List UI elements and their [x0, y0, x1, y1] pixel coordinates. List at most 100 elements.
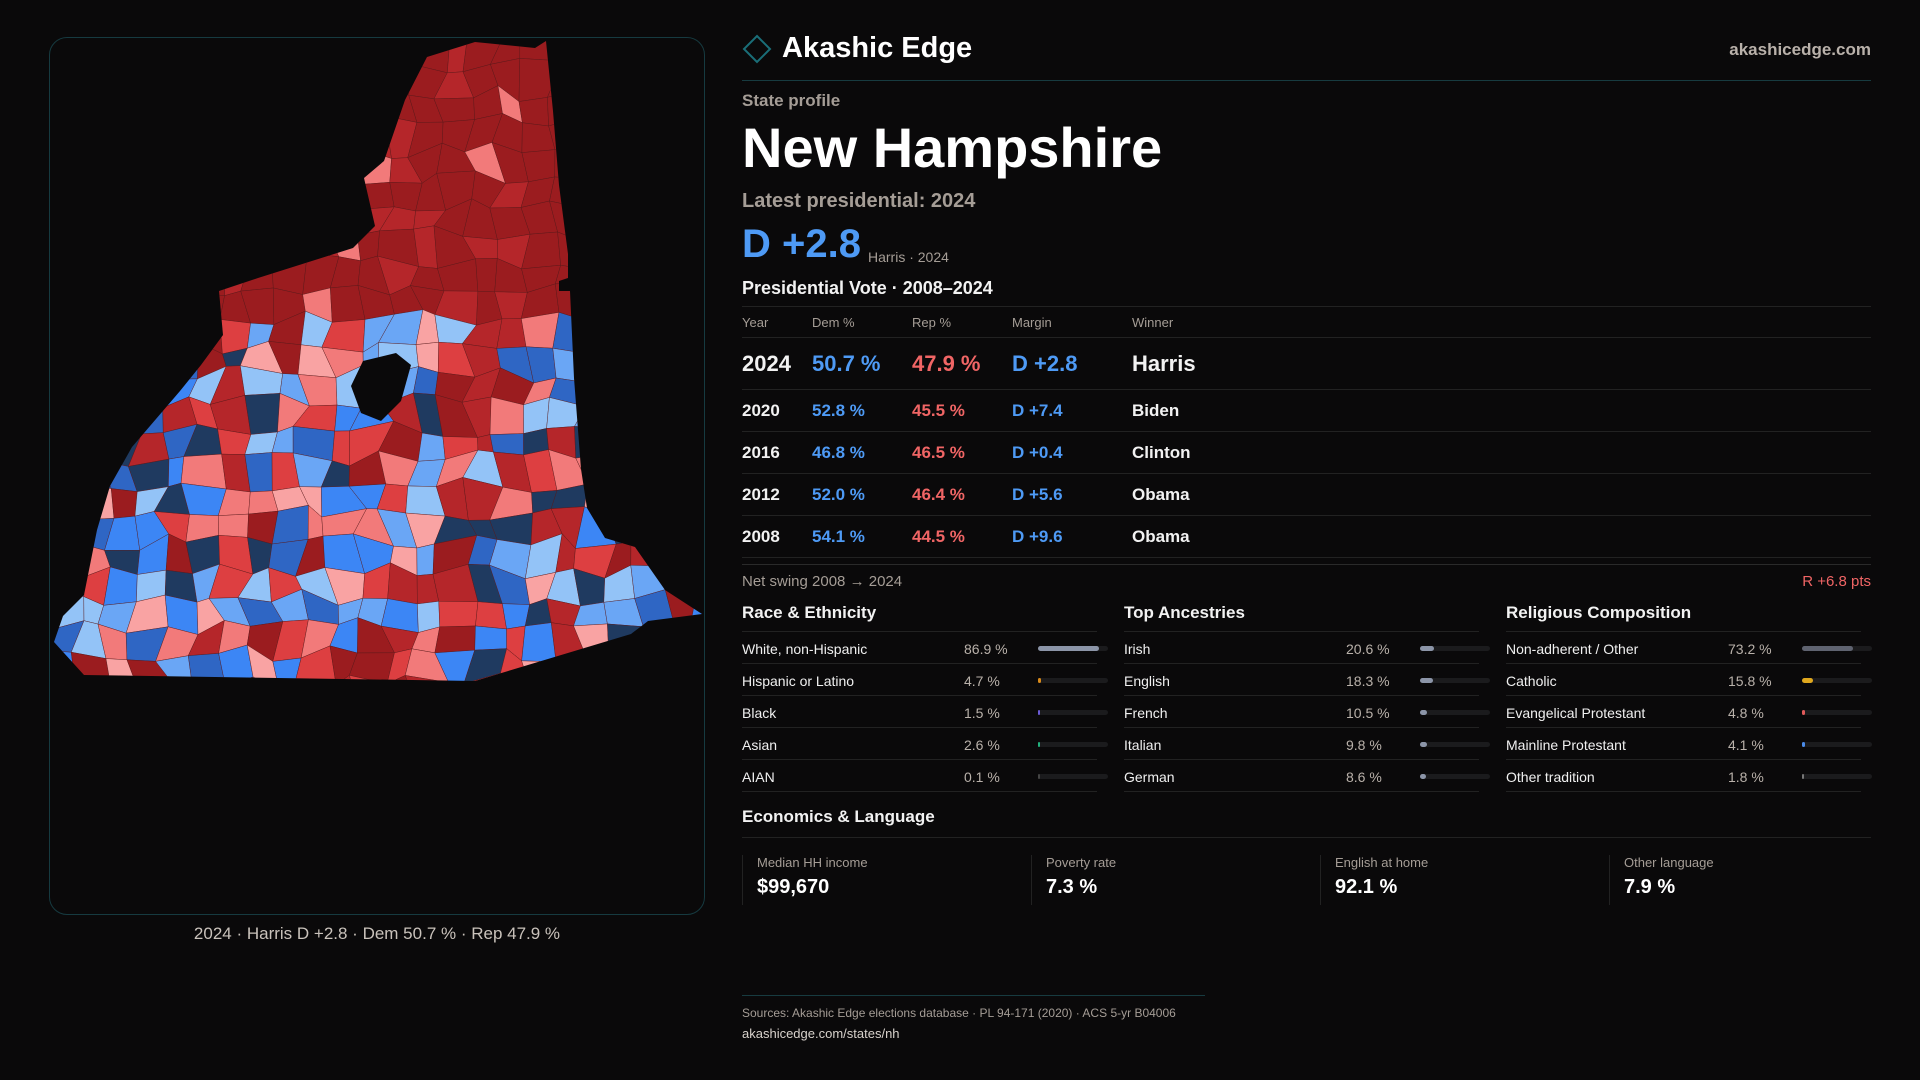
- town-shape[interactable]: [54, 143, 82, 184]
- town-shape[interactable]: [665, 374, 696, 401]
- town-shape[interactable]: [101, 884, 139, 911]
- town-shape[interactable]: [104, 61, 138, 95]
- town-shape[interactable]: [689, 91, 705, 126]
- town-shape[interactable]: [126, 118, 165, 159]
- town-shape[interactable]: [353, 734, 393, 773]
- town-shape[interactable]: [607, 397, 637, 427]
- town-shape[interactable]: [135, 676, 168, 715]
- town-shape[interactable]: [692, 366, 705, 410]
- town-shape[interactable]: [577, 117, 614, 147]
- town-shape[interactable]: [492, 705, 526, 745]
- town-shape[interactable]: [69, 142, 104, 180]
- town-shape[interactable]: [696, 505, 705, 538]
- town-shape[interactable]: [607, 420, 639, 461]
- town-shape[interactable]: [74, 849, 111, 884]
- town-shape[interactable]: [406, 816, 450, 856]
- town-shape[interactable]: [327, 115, 358, 149]
- town-shape[interactable]: [518, 873, 553, 911]
- town-shape[interactable]: [496, 318, 527, 349]
- town-shape[interactable]: [357, 230, 380, 261]
- town-shape[interactable]: [553, 906, 588, 915]
- town-shape[interactable]: [330, 674, 361, 712]
- town-shape[interactable]: [631, 734, 672, 774]
- town-shape[interactable]: [293, 645, 337, 686]
- town-shape[interactable]: [526, 735, 551, 774]
- town-shape[interactable]: [50, 317, 80, 350]
- town-shape[interactable]: [554, 142, 592, 180]
- town-shape[interactable]: [666, 38, 702, 74]
- town-shape[interactable]: [663, 400, 700, 437]
- town-shape[interactable]: [582, 816, 616, 859]
- town-shape[interactable]: [356, 899, 392, 915]
- town-shape[interactable]: [103, 791, 138, 825]
- town-shape[interactable]: [125, 852, 160, 884]
- town-shape[interactable]: [180, 453, 227, 490]
- town-shape[interactable]: [577, 85, 618, 121]
- town-shape[interactable]: [606, 267, 645, 293]
- town-shape[interactable]: [632, 760, 672, 788]
- town-shape[interactable]: [50, 59, 81, 90]
- town-shape[interactable]: [301, 122, 336, 156]
- town-shape[interactable]: [608, 876, 646, 910]
- town-shape[interactable]: [182, 788, 224, 817]
- town-shape[interactable]: [692, 38, 705, 74]
- town-shape[interactable]: [136, 798, 168, 827]
- town-shape[interactable]: [301, 38, 339, 70]
- town-shape[interactable]: [71, 449, 112, 489]
- town-shape[interactable]: [108, 337, 137, 379]
- town-shape[interactable]: [665, 734, 702, 765]
- town-shape[interactable]: [664, 318, 697, 349]
- town-shape[interactable]: [240, 785, 269, 828]
- town-shape[interactable]: [246, 706, 278, 743]
- town-shape[interactable]: [691, 255, 705, 284]
- town-shape[interactable]: [617, 451, 639, 485]
- town-shape[interactable]: [327, 170, 356, 211]
- town-shape[interactable]: [98, 140, 135, 179]
- town-shape[interactable]: [663, 172, 700, 210]
- town-shape[interactable]: [637, 619, 674, 657]
- town-shape[interactable]: [666, 688, 697, 708]
- town-shape[interactable]: [212, 116, 254, 154]
- town-shape[interactable]: [548, 799, 583, 829]
- town-shape[interactable]: [641, 227, 672, 271]
- town-shape[interactable]: [663, 283, 697, 322]
- town-shape[interactable]: [696, 428, 705, 463]
- town-shape[interactable]: [98, 118, 139, 144]
- town-shape[interactable]: [101, 909, 133, 915]
- town-shape[interactable]: [410, 39, 450, 74]
- town-shape[interactable]: [406, 854, 450, 887]
- town-shape[interactable]: [300, 765, 334, 798]
- town-shape[interactable]: [76, 284, 99, 325]
- town-shape[interactable]: [74, 680, 112, 711]
- town-shape[interactable]: [104, 849, 139, 884]
- town-shape[interactable]: [547, 733, 583, 772]
- town-shape[interactable]: [50, 900, 85, 915]
- town-shape[interactable]: [548, 769, 584, 802]
- town-shape[interactable]: [75, 437, 103, 462]
- town-shape[interactable]: [664, 341, 694, 383]
- town-shape[interactable]: [349, 115, 392, 159]
- town-shape[interactable]: [581, 242, 616, 269]
- town-shape[interactable]: [576, 267, 617, 293]
- town-shape[interactable]: [211, 853, 249, 880]
- town-shape[interactable]: [552, 38, 591, 62]
- town-shape[interactable]: [50, 870, 80, 904]
- town-shape[interactable]: [583, 173, 617, 209]
- town-shape[interactable]: [73, 38, 111, 63]
- town-shape[interactable]: [187, 93, 221, 132]
- town-shape[interactable]: [322, 706, 361, 740]
- town-shape[interactable]: [56, 179, 82, 214]
- town-shape[interactable]: [156, 88, 200, 132]
- town-shape[interactable]: [670, 72, 702, 99]
- town-shape[interactable]: [462, 729, 506, 772]
- town-shape[interactable]: [629, 680, 668, 709]
- town-shape[interactable]: [326, 877, 360, 914]
- town-shape[interactable]: [464, 814, 501, 858]
- town-shape[interactable]: [69, 239, 111, 260]
- town-shape[interactable]: [438, 818, 467, 858]
- town-shape[interactable]: [434, 757, 472, 795]
- town-shape[interactable]: [96, 197, 141, 242]
- town-shape[interactable]: [696, 534, 705, 577]
- town-shape[interactable]: [354, 182, 395, 211]
- town-shape[interactable]: [582, 798, 615, 829]
